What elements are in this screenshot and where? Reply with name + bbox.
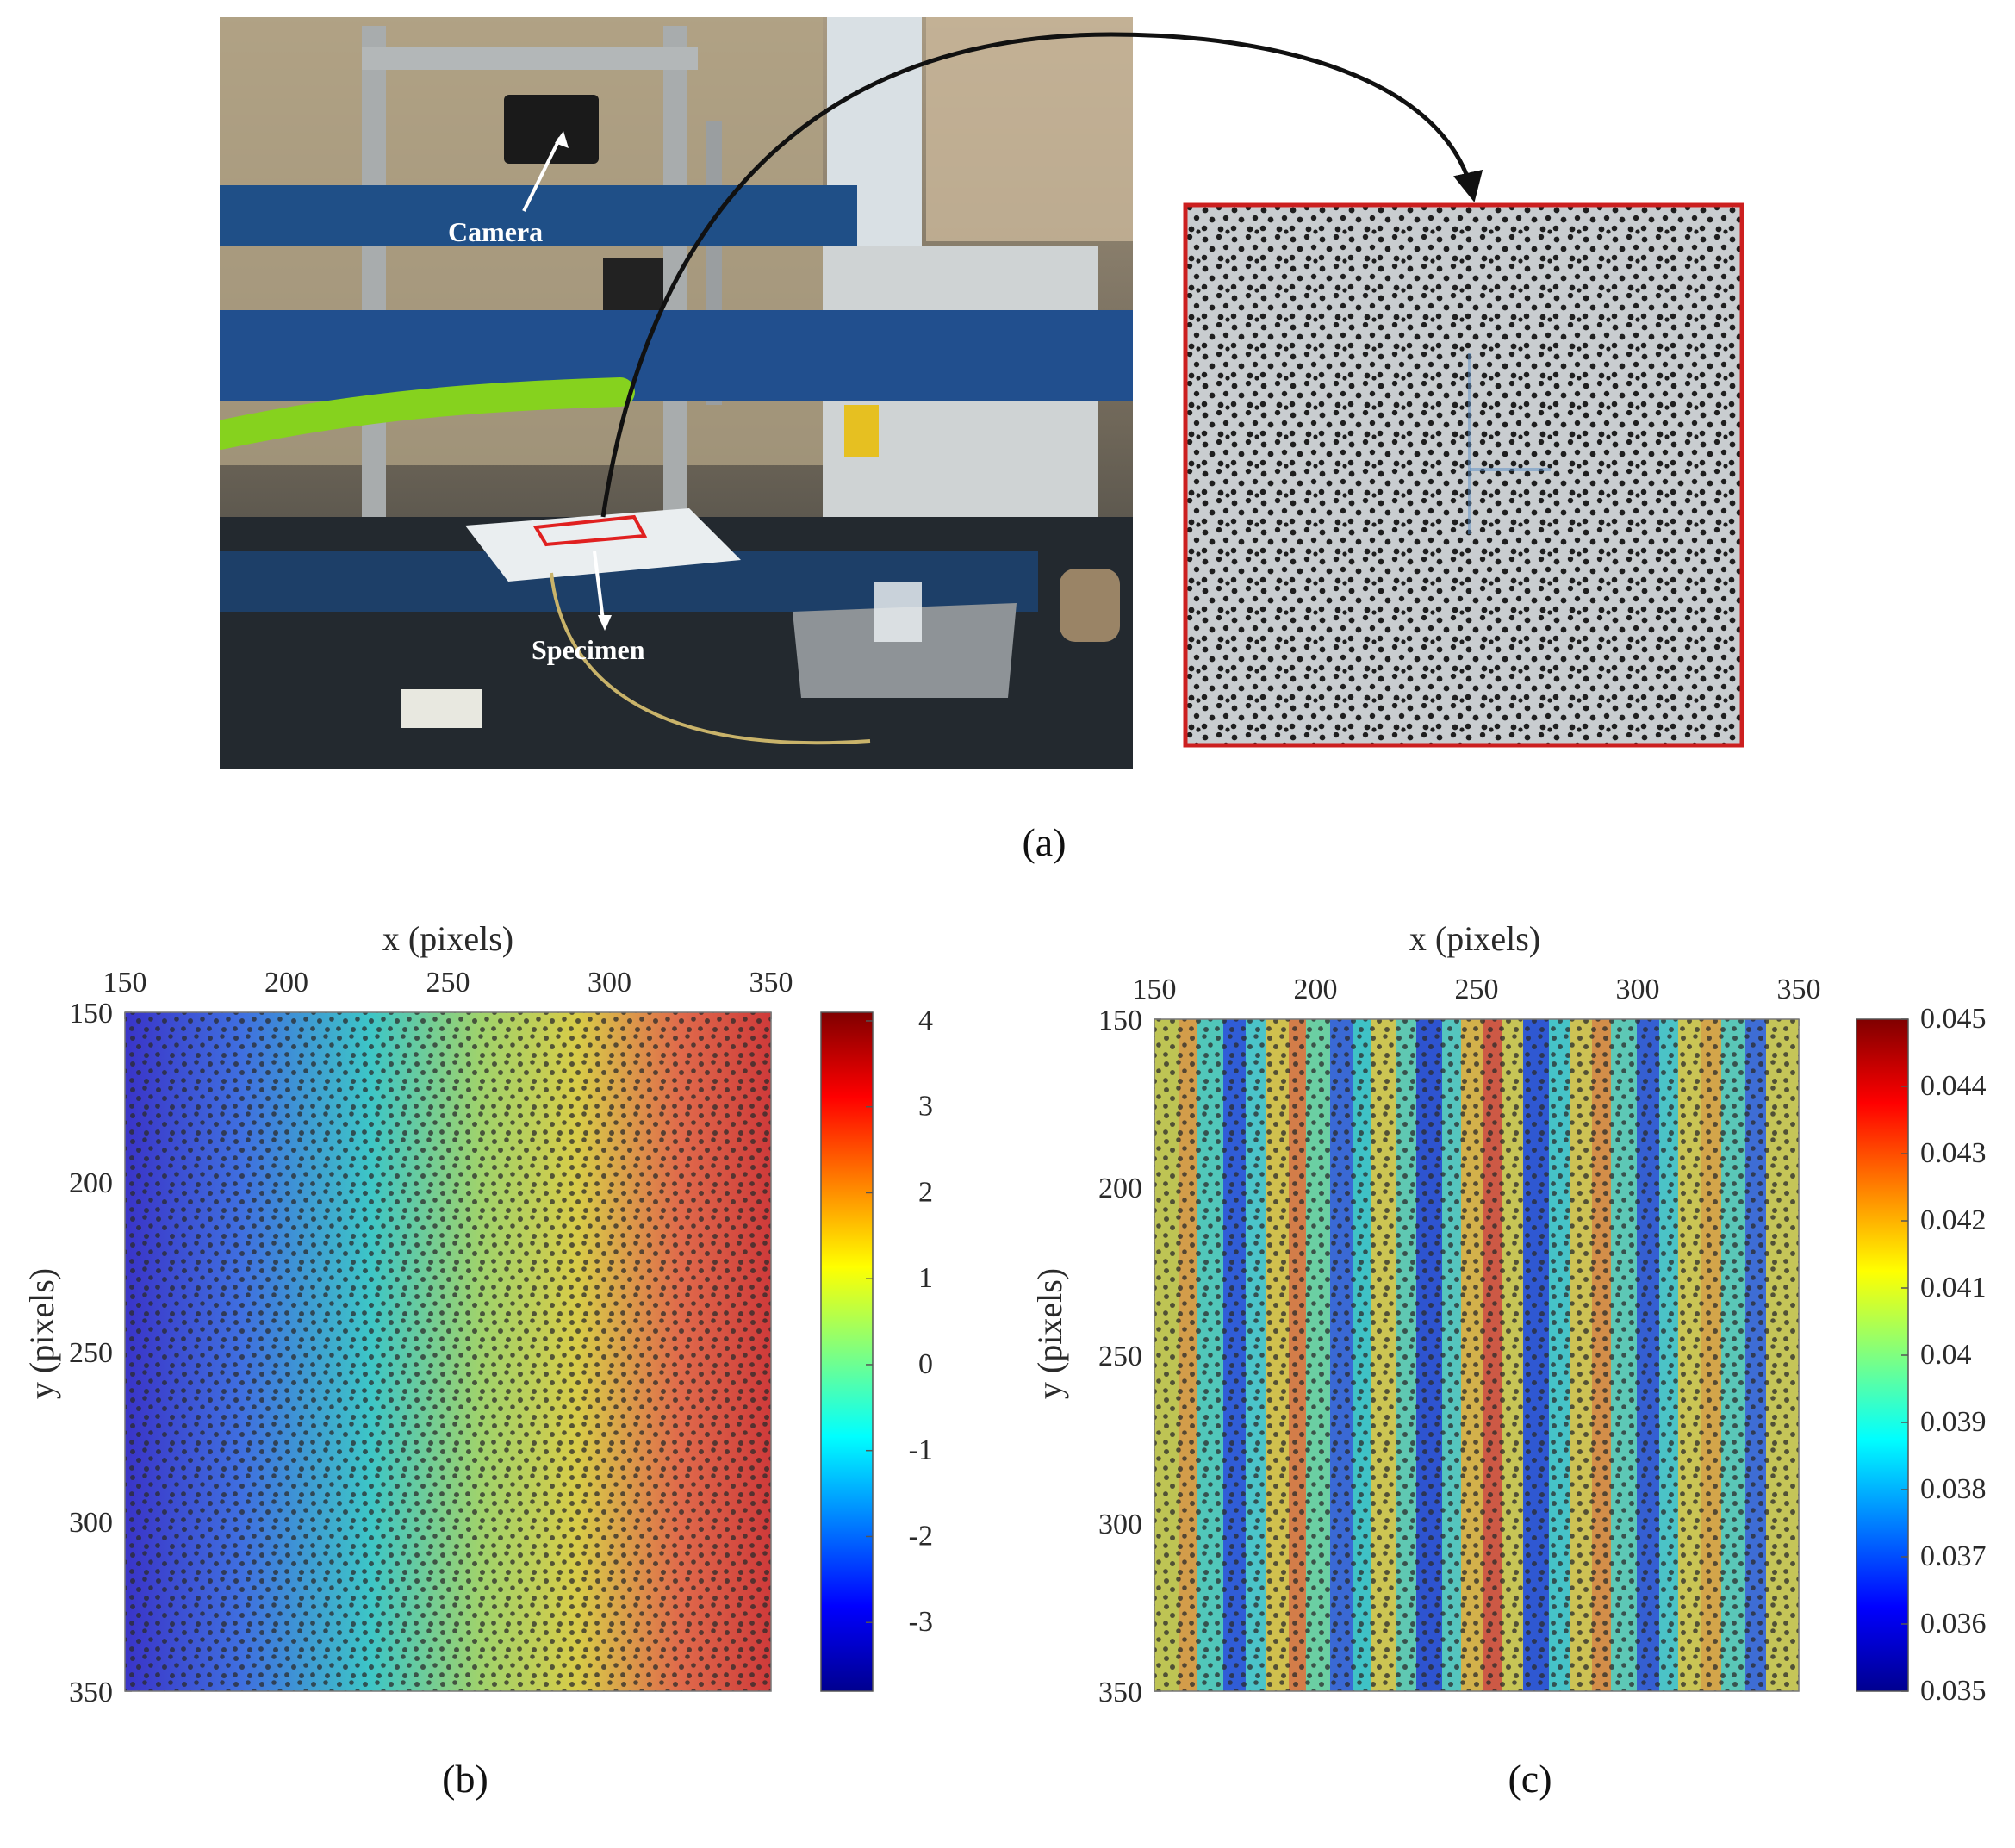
b-xtick-label: 300 (588, 967, 631, 999)
b-y-ticks: 150 200 250 300 350 (69, 998, 132, 1708)
specimen-annotation: Specimen (532, 551, 645, 665)
b-ylabel: y (pixels) (22, 1268, 61, 1399)
c-ytick-label: 150 (1098, 1005, 1142, 1036)
c-colorbar-tick-label: 0.043 (1920, 1137, 1987, 1169)
b-ytick-label: 200 (69, 1167, 113, 1199)
c-xtick-label: 350 (1777, 974, 1821, 1005)
inset-border (1183, 202, 1744, 748)
b-colorbar-tick-label: 2 (918, 1176, 933, 1208)
c-xlabel: x (pixels) (1409, 919, 1540, 958)
b-colorbar-tick-label: -3 (909, 1606, 933, 1638)
caption-b: (b) (442, 1757, 488, 1801)
b-ytick-label: 250 (69, 1337, 113, 1369)
c-colorbar-tick-label: 0.042 (1920, 1204, 1987, 1236)
caption-c: (c) (1508, 1757, 1552, 1801)
c-colorbar-tick-label: 0.044 (1920, 1070, 1987, 1102)
b-xtick-label: 150 (103, 967, 147, 999)
b-ytick-label: 350 (69, 1677, 113, 1708)
c-ytick-label: 350 (1098, 1677, 1142, 1708)
b-xlabel: x (pixels) (382, 919, 513, 958)
b-colorbar-tick-label: -1 (909, 1434, 933, 1466)
zoom-arrow (600, 32, 1483, 518)
c-xtick-label: 150 (1133, 974, 1177, 1005)
c-x-ticks: 150 200 250 300 350 (1133, 974, 1821, 1026)
b-colorbar-ticks: 4 3 2 1 0 -1 -2 -3 (866, 1005, 933, 1638)
b-xtick-label: 350 (749, 967, 793, 999)
b-colorbar-tick-label: 3 (918, 1091, 933, 1123)
c-colorbar-tick-label: 0.039 (1920, 1406, 1987, 1438)
b-ytick-label: 300 (69, 1507, 113, 1539)
b-x-ticks: 150 200 250 300 350 (103, 967, 793, 1019)
c-xtick-label: 250 (1455, 974, 1499, 1005)
c-ytick-label: 250 (1098, 1341, 1142, 1372)
c-ylabel: y (pixels) (1030, 1268, 1069, 1399)
b-colorbar-tick-label: -2 (909, 1520, 933, 1552)
c-colorbar: 0.045 0.044 0.043 0.042 0.041 0.04 0.039 0.038 0… (1856, 1003, 1987, 1707)
caption-a: (a) (1022, 820, 1066, 864)
c-colorbar-tick-label: 0.045 (1920, 1003, 1987, 1035)
b-ytick-label: 150 (69, 998, 113, 1030)
c-ytick-label: 200 (1098, 1173, 1142, 1204)
b-colorbar: 4 3 2 1 0 -1 -2 -3 (820, 1005, 933, 1692)
c-colorbar-tick-label: 0.036 (1920, 1608, 1987, 1640)
c-colorbar-tick-label: 0.041 (1920, 1272, 1987, 1304)
c-y-ticks: 150 200 250 300 350 (1098, 1005, 1161, 1708)
c-colorbar-tick-label: 0.037 (1920, 1540, 1987, 1572)
b-colorbar-tick-label: 4 (918, 1005, 933, 1036)
b-colorbar-tick-label: 0 (918, 1348, 933, 1380)
camera-annotation: Camera (448, 131, 569, 247)
specimen-label: Specimen (532, 634, 645, 665)
c-xtick-label: 200 (1294, 974, 1338, 1005)
b-xtick-label: 250 (426, 967, 470, 999)
c-colorbar-tick-label: 0.038 (1920, 1473, 1987, 1505)
c-plot-area (1154, 1018, 1800, 1692)
c-colorbar-tick-label: 0.035 (1920, 1675, 1987, 1707)
camera-label: Camera (448, 216, 543, 247)
panel-b: x (pixels) y (pixels) 150 200 250 300 350 15… (22, 919, 933, 1801)
c-colorbar-ticks: 0.045 0.044 0.043 0.042 0.041 0.04 0.039 0.038 0… (1901, 1003, 1987, 1707)
speckle-inset (1183, 202, 1744, 748)
panel-a: Camera Specimen (a) (220, 17, 1744, 864)
c-ytick-label: 300 (1098, 1509, 1142, 1540)
panel-c: x (pixels) y (pixels) 150 200 250 300 350 15… (1030, 919, 1987, 1801)
b-colorbar-tick-label: 1 (918, 1262, 933, 1294)
b-plot-area (124, 1011, 772, 1692)
lab-photo (220, 17, 1133, 769)
b-xtick-label: 200 (264, 967, 308, 999)
c-colorbar-tick-label: 0.04 (1920, 1339, 1972, 1371)
c-xtick-label: 300 (1616, 974, 1660, 1005)
